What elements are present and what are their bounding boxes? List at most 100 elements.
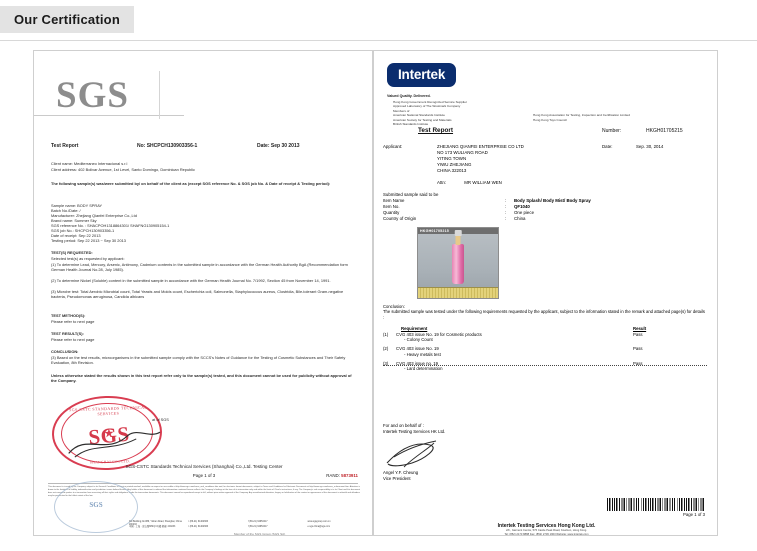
sgs-report-header-row: Test Report No: SHCPCH130903356-1 Date: … — [51, 143, 357, 149]
sgs-logo-underline — [34, 115, 184, 116]
intertek-field-value-1: QF1040 — [514, 204, 530, 210]
intertek-recognition-1: Approved Laboratory of The Woolmark Comp… — [393, 104, 461, 109]
intertek-number-value: HKGH01705215 — [646, 128, 683, 134]
intertek-results-table: Requirement Result (1) CVG 403 issue No.… — [383, 326, 707, 371]
intertek-behalf-block: For and on behalf of : Intertek Testing … — [383, 423, 445, 435]
sgs-footer-web-en: www.sgsgroup.com.cn — [307, 521, 331, 523]
sgs-tests-requested-sub: Selected test(s) as requested by applica… — [51, 256, 125, 261]
sgs-report-date: Date: Sep 30 2013 — [257, 143, 300, 149]
intertek-field-key-1: Item No. — [383, 204, 400, 210]
table-row: (3) CVG 403 issue no. 19 Pass — [383, 361, 707, 366]
intertek-member-2-left: British Standards Institute — [393, 122, 429, 127]
intertek-field-colon-2: : — [505, 210, 507, 216]
sgs-sample-line-6: Date of receipt: Sep 22 2013 — [51, 233, 101, 238]
intertek-field-country: Country of Origin : China — [383, 216, 713, 222]
intertek-sample-fields: Item Name : Body Splash/ Body Mist/ Body… — [383, 198, 713, 222]
intertek-field-item-no: Item No. : QF1040 — [383, 204, 713, 210]
intertek-member-row-0: American National Standards Institute Ho… — [393, 113, 703, 117]
intertek-conclusion-text: The submitted sample was tested under th… — [383, 309, 705, 320]
sgs-footer-addr-cn: 中国 · 上海 · 宜山路889号3号楼 邮编: 200233 — [129, 526, 176, 528]
intertek-footer-company: Intertek Testing Services Hong Kong Ltd. — [497, 523, 596, 529]
sgs-report-number: No: SHCPCH130903356-1 — [137, 143, 198, 149]
sgs-footer-contact-en: 3rd Building,No.889, Yishan Road, Shangh… — [129, 521, 361, 528]
table-header-requirement: Requirement — [401, 326, 428, 331]
intertek-member-0-right: Hong Kong Association for Testing, Inspe… — [533, 113, 630, 118]
tab-our-certification[interactable]: Our Certification — [0, 6, 134, 33]
intertek-footer-details: 2/F., Garment Centre, 576 Castle Peak Ro… — [374, 529, 717, 535]
row-1-subtest: - Heavy metals test — [404, 351, 441, 357]
intertek-attn-label: Attn: — [437, 180, 447, 185]
spray-bottle-cap-icon — [454, 230, 462, 236]
row-2-requirement: CVG 403 issue no. 19 — [396, 360, 439, 366]
sgs-footer-email-cn: e sgs.china@sgs.com — [307, 526, 331, 528]
intertek-member-1-right: Hong Kong Toys Council — [533, 117, 567, 122]
intertek-signer-name: Angel Y.F. Cheung — [383, 470, 419, 475]
sgs-watermark-stamp: SGS — [54, 481, 138, 533]
handwritten-signature-icon — [386, 440, 437, 468]
intertek-field-quantity: Quantity : One piece — [383, 210, 713, 216]
sgs-test-results-text: Please refer to next page — [51, 337, 95, 342]
table-row-sub: - Heavy metals test — [383, 352, 707, 357]
sgs-submission-note: The following sample(s) was/were submitt… — [51, 181, 331, 186]
sgs-member-note: Member of the SGS Group (SGS SA) — [234, 532, 286, 536]
row-2-number: (3) — [383, 360, 389, 366]
row-0-result: Pass — [633, 331, 643, 337]
intertek-member-row-2: British Standards Institute — [393, 122, 703, 126]
intertek-field-value-0: Body Splash/ Body Mist/ Body Spray — [514, 198, 591, 203]
spray-bottle-body-icon — [452, 244, 464, 284]
header-divider — [0, 40, 757, 41]
signature-scribble-icon — [68, 431, 161, 458]
sgs-test-item-0: (1) To determine Lead, Mercury, Arsenic,… — [51, 262, 349, 273]
row-1-number: (2) — [383, 346, 389, 351]
intertek-field-key-3: Country of Origin — [383, 216, 417, 222]
sgs-rand-value: 5873911 — [341, 473, 358, 478]
sgs-footer-tel-cn: t (86-21) 61402666 — [188, 526, 209, 528]
intertek-applicant-line-3: YIWU ZHEJIANG — [437, 162, 472, 167]
stamp-top-text: SGS-CSTC STANDARDS TECHNICAL SERVICES — [69, 404, 148, 417]
sgs-rand-label: RAND: — [326, 473, 340, 478]
table-row: (1) CVG 403 issue No. 19 for Cosmetic pr… — [383, 332, 707, 337]
product-sample-photo: HKGH01705215 — [417, 227, 499, 299]
intertek-report-title: Test Report — [418, 127, 454, 134]
intertek-recognition-0: Hong Kong Government Recognized Service … — [393, 100, 467, 104]
table-header-result: Result — [633, 326, 647, 331]
intertek-member-0-left: American National Standards Institute — [393, 113, 445, 118]
row-0-spacer — [383, 337, 396, 342]
sgs-footer-fax-cn: f (86-21) 64953417 — [248, 526, 268, 528]
tab-label: Our Certification — [14, 12, 120, 27]
intertek-number-label: Number: — [602, 128, 622, 134]
intertek-attn-row: Attn: MR WILLIAM WEN — [437, 180, 502, 185]
sgs-test-methods-title: TEST METHOD(S): — [51, 313, 86, 318]
row-2-spacer — [383, 366, 396, 371]
table-header-row: Requirement Result — [383, 326, 707, 331]
spray-bottle-neck-icon — [455, 234, 461, 245]
sgs-test-methods-text: Please refer to next page — [51, 319, 95, 324]
intertek-date-value: Sep. 30, 2014 — [636, 144, 664, 149]
sgs-footer-divider — [48, 483, 358, 484]
sgs-report-title: Test Report — [51, 143, 79, 149]
certificate-intertek[interactable]: Intertek Valued Quality. Delivered. Hong… — [373, 50, 718, 536]
row-0-number: (1) — [383, 331, 389, 337]
row-1-spacer — [383, 352, 396, 357]
sgs-testing-center: SGS-CSTC Standards Technical Services (S… — [125, 464, 283, 469]
sgs-client-address: Client address: 402 Bolivar Avenue, 1st … — [51, 167, 195, 172]
intertek-applicant-address: ZHEJIANG QIANFEI ENTERPRISE CO LTD NO 17… — [437, 144, 587, 174]
intertek-conclusion-label: Conclusion: — [383, 304, 405, 309]
intertek-field-key-0: Item Name — [383, 198, 405, 203]
row-1-requirement: CVG 403 issue No. 19 — [396, 346, 439, 351]
sgs-footer-fax-en: f (86-21) 64953417 — [248, 521, 268, 523]
certificate-sgs[interactable]: SGS Test Report No: SHCPCH130903356-1 Da… — [33, 50, 373, 536]
intertek-applicant-label: Applicant: — [383, 144, 403, 149]
sgs-test-item-1: (2) To determine Nickel (Soluble) conten… — [51, 278, 331, 283]
sgs-client-name: Client name: Mediterraneo Internacional … — [51, 161, 128, 166]
row-2-result: Pass — [633, 360, 643, 366]
sgs-official-stamp: SGS-CSTC STANDARDS TECHNICAL SERVICES SH… — [50, 394, 164, 472]
intertek-tagline: Valued Quality. Delivered. — [387, 94, 431, 98]
sgs-page-number: Page 1 of 3 — [192, 473, 216, 478]
row-1-result: Pass — [633, 346, 643, 351]
sgs-sample-line-5: SGS job No.: SHCPCH130903356-1 — [51, 228, 115, 233]
sgs-tests-requested-title: TEST(S) REQUESTED: — [51, 250, 93, 255]
sgs-conclusion-title: CONCLUSION: — [51, 349, 79, 354]
sgs-signature-caption: at of SGS — [152, 417, 169, 422]
row-0-subtest: - Colony Count — [404, 337, 433, 342]
